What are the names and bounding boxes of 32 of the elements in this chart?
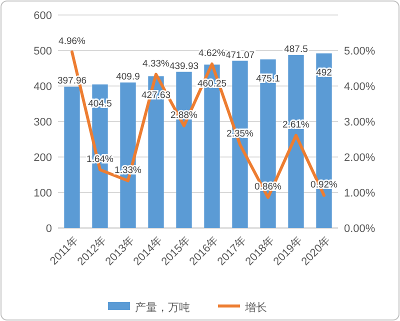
- data-label: 4.62%: [198, 48, 226, 59]
- legend-label: 增长: [244, 301, 267, 314]
- data-label: 2.88%: [170, 110, 198, 121]
- data-label: 439.93: [169, 60, 199, 72]
- y2-tick-label: 1.00%: [344, 188, 376, 200]
- legend-label: 产量，万吨: [135, 301, 190, 314]
- y2-tick-label: 0.00%: [344, 223, 376, 235]
- y-tick-label: 400: [34, 81, 52, 93]
- y-tick-label: 600: [34, 10, 52, 22]
- y2-tick-label: 3.00%: [344, 116, 376, 128]
- data-label: 4.33%: [142, 58, 170, 70]
- data-label: 409.9: [116, 71, 140, 82]
- y-tick-label: 100: [34, 188, 52, 200]
- data-label: 0.86%: [254, 181, 282, 192]
- y-tick-label: 500: [34, 46, 52, 58]
- data-label: 1.33%: [114, 164, 142, 176]
- bar: [64, 86, 80, 228]
- data-label: 2.35%: [226, 128, 254, 140]
- data-label: 0.92%: [310, 179, 338, 190]
- y-tick-label: 200: [34, 152, 52, 164]
- y-tick-label: 300: [34, 116, 52, 128]
- data-label: 492: [316, 67, 332, 78]
- data-label: 4.96%: [58, 36, 86, 47]
- y2-tick-label: 4.00%: [344, 81, 376, 93]
- data-label: 427.63: [141, 90, 171, 102]
- data-label: 1.64%: [86, 154, 114, 165]
- y2-tick-label: 5.00%: [344, 46, 376, 58]
- y-tick-label: 0: [46, 223, 52, 235]
- y2-tick-label: 2.00%: [344, 152, 376, 164]
- data-label: 487.5: [284, 44, 308, 55]
- data-label: 460.25: [197, 78, 227, 90]
- data-label: 471.07: [225, 50, 255, 61]
